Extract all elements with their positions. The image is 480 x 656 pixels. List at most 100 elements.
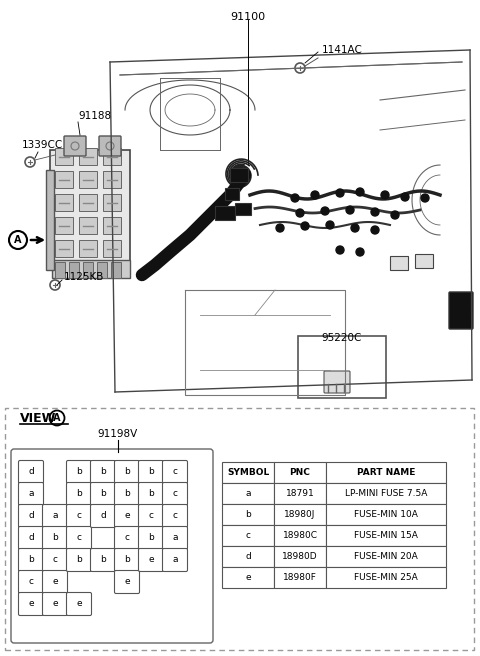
Text: VIEW: VIEW <box>20 411 56 424</box>
Text: a: a <box>52 512 58 520</box>
FancyBboxPatch shape <box>115 504 140 527</box>
FancyBboxPatch shape <box>43 592 68 615</box>
FancyBboxPatch shape <box>55 240 73 257</box>
Circle shape <box>381 191 389 199</box>
FancyBboxPatch shape <box>139 483 164 506</box>
Bar <box>274 525 326 546</box>
FancyBboxPatch shape <box>139 461 164 483</box>
Circle shape <box>326 221 334 229</box>
Circle shape <box>336 246 344 254</box>
Text: a: a <box>28 489 34 499</box>
Text: e: e <box>245 573 251 582</box>
Text: SYMBOL: SYMBOL <box>227 468 269 477</box>
Bar <box>222 483 274 504</box>
FancyBboxPatch shape <box>163 461 188 483</box>
Text: LP-MINI FUSE 7.5A: LP-MINI FUSE 7.5A <box>345 489 427 498</box>
Circle shape <box>351 224 359 232</box>
FancyBboxPatch shape <box>43 548 68 571</box>
Text: d: d <box>28 512 34 520</box>
Text: d: d <box>28 533 34 543</box>
FancyBboxPatch shape <box>67 504 92 527</box>
Text: b: b <box>100 556 106 565</box>
Bar <box>274 462 326 483</box>
Text: PNC: PNC <box>289 468 311 477</box>
Bar <box>274 504 326 525</box>
Text: c: c <box>172 468 178 476</box>
FancyBboxPatch shape <box>55 217 73 234</box>
FancyBboxPatch shape <box>103 148 121 165</box>
FancyBboxPatch shape <box>139 548 164 571</box>
FancyBboxPatch shape <box>163 483 188 506</box>
Text: a: a <box>172 556 178 565</box>
Text: 91188: 91188 <box>78 111 111 121</box>
Bar <box>55 262 65 278</box>
Circle shape <box>371 208 379 216</box>
FancyBboxPatch shape <box>43 504 68 527</box>
Bar <box>390 256 408 270</box>
Text: A: A <box>53 413 61 423</box>
Text: 18980F: 18980F <box>283 573 317 582</box>
Text: FUSE-MIN 10A: FUSE-MIN 10A <box>354 510 418 519</box>
Circle shape <box>301 222 309 230</box>
Text: e: e <box>124 512 130 520</box>
FancyBboxPatch shape <box>103 194 121 211</box>
Bar <box>46 170 54 270</box>
FancyBboxPatch shape <box>19 483 44 506</box>
FancyBboxPatch shape <box>67 592 92 615</box>
Bar <box>230 168 248 182</box>
Text: b: b <box>245 510 251 519</box>
Text: 91198V: 91198V <box>98 429 138 439</box>
Text: c: c <box>245 531 251 540</box>
FancyBboxPatch shape <box>91 461 116 483</box>
Circle shape <box>401 193 409 201</box>
FancyBboxPatch shape <box>163 548 188 571</box>
Text: 18980C: 18980C <box>283 531 317 540</box>
Circle shape <box>371 226 379 234</box>
Text: c: c <box>124 533 130 543</box>
FancyBboxPatch shape <box>43 571 68 594</box>
FancyBboxPatch shape <box>67 483 92 506</box>
Bar <box>215 206 235 220</box>
FancyBboxPatch shape <box>91 483 116 506</box>
Text: 18980D: 18980D <box>282 552 318 561</box>
Text: 95220C: 95220C <box>322 333 362 343</box>
Text: FUSE-MIN 20A: FUSE-MIN 20A <box>354 552 418 561</box>
FancyBboxPatch shape <box>79 148 97 165</box>
Text: 1141AC: 1141AC <box>322 45 363 55</box>
FancyBboxPatch shape <box>139 504 164 527</box>
Circle shape <box>346 206 354 214</box>
FancyBboxPatch shape <box>79 194 97 211</box>
FancyBboxPatch shape <box>115 483 140 506</box>
FancyBboxPatch shape <box>115 571 140 594</box>
FancyBboxPatch shape <box>91 504 116 527</box>
Circle shape <box>336 189 344 197</box>
Text: b: b <box>76 489 82 499</box>
Circle shape <box>321 207 329 215</box>
Circle shape <box>311 191 319 199</box>
FancyBboxPatch shape <box>115 527 140 550</box>
Bar <box>298 336 386 398</box>
FancyBboxPatch shape <box>19 571 44 594</box>
FancyBboxPatch shape <box>449 292 473 329</box>
FancyBboxPatch shape <box>79 217 97 234</box>
Text: c: c <box>172 512 178 520</box>
FancyBboxPatch shape <box>55 194 73 211</box>
FancyBboxPatch shape <box>91 548 116 571</box>
Bar <box>326 525 446 546</box>
Text: 91100: 91100 <box>230 12 265 22</box>
Text: b: b <box>148 533 154 543</box>
Bar <box>52 260 130 278</box>
FancyBboxPatch shape <box>79 171 97 188</box>
FancyBboxPatch shape <box>115 548 140 571</box>
Text: b: b <box>148 489 154 499</box>
FancyBboxPatch shape <box>103 240 121 257</box>
Text: c: c <box>172 489 178 499</box>
Text: d: d <box>28 468 34 476</box>
FancyBboxPatch shape <box>103 217 121 234</box>
Text: 1339CC: 1339CC <box>22 140 63 150</box>
Bar <box>326 567 446 588</box>
FancyBboxPatch shape <box>99 136 121 156</box>
Bar <box>111 262 121 278</box>
Text: b: b <box>100 468 106 476</box>
FancyBboxPatch shape <box>115 461 140 483</box>
